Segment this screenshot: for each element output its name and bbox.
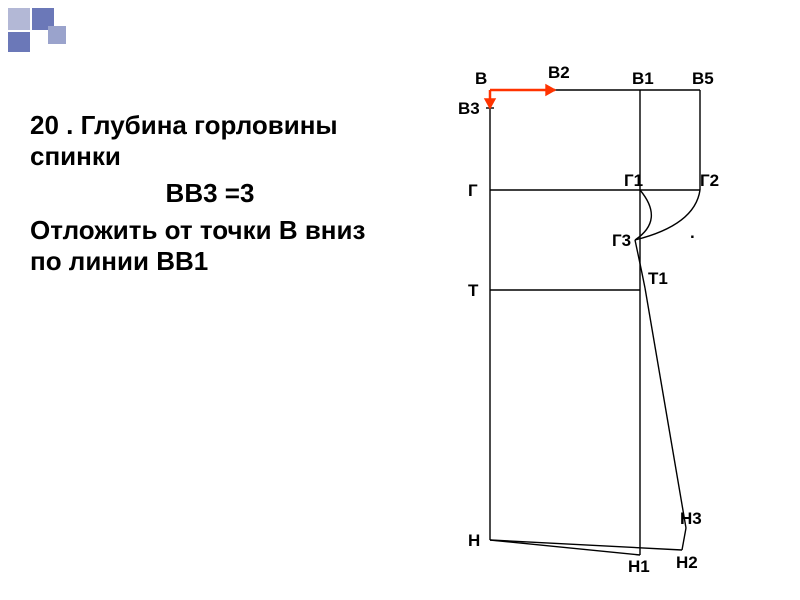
deco-svg <box>8 8 118 52</box>
text-line-2: ВВ3 =3 <box>30 178 390 209</box>
text-line-3: Отложить от точки В вниз по линии ВВ1 <box>30 215 390 277</box>
svg-text:Н: Н <box>468 531 480 550</box>
svg-text:В5: В5 <box>692 69 714 88</box>
deco-sq <box>8 32 30 52</box>
decorative-squares <box>8 8 118 57</box>
svg-text:В2: В2 <box>548 63 570 82</box>
svg-text:Н1: Н1 <box>628 557 650 576</box>
svg-text:Н3: Н3 <box>680 509 702 528</box>
instruction-text: 20 . Глубина горловины спинки ВВ3 =3 Отл… <box>30 110 390 283</box>
svg-text:.: . <box>690 223 695 242</box>
svg-text:Г1: Г1 <box>624 171 643 190</box>
svg-text:Т: Т <box>468 281 479 300</box>
text-line-1: 20 . Глубина горловины спинки <box>30 110 390 172</box>
svg-text:Н2: Н2 <box>676 553 698 572</box>
svg-text:В: В <box>475 69 487 88</box>
diagram-svg: В В2 В1 В5 В3 Г Г1 Г2 Г3. Т Т1 Н Н1 Н2 Н3 <box>410 60 750 580</box>
svg-text:Г2: Г2 <box>700 171 719 190</box>
svg-text:В3: В3 <box>458 99 480 118</box>
svg-text:В1: В1 <box>632 69 654 88</box>
deco-sq <box>8 8 30 30</box>
pattern-diagram: В В2 В1 В5 В3 Г Г1 Г2 Г3. Т Т1 Н Н1 Н2 Н3 <box>410 60 750 585</box>
svg-text:Г: Г <box>468 181 478 200</box>
deco-sq <box>48 26 66 44</box>
svg-text:Г3: Г3 <box>612 231 631 250</box>
svg-text:Т1: Т1 <box>648 269 668 288</box>
